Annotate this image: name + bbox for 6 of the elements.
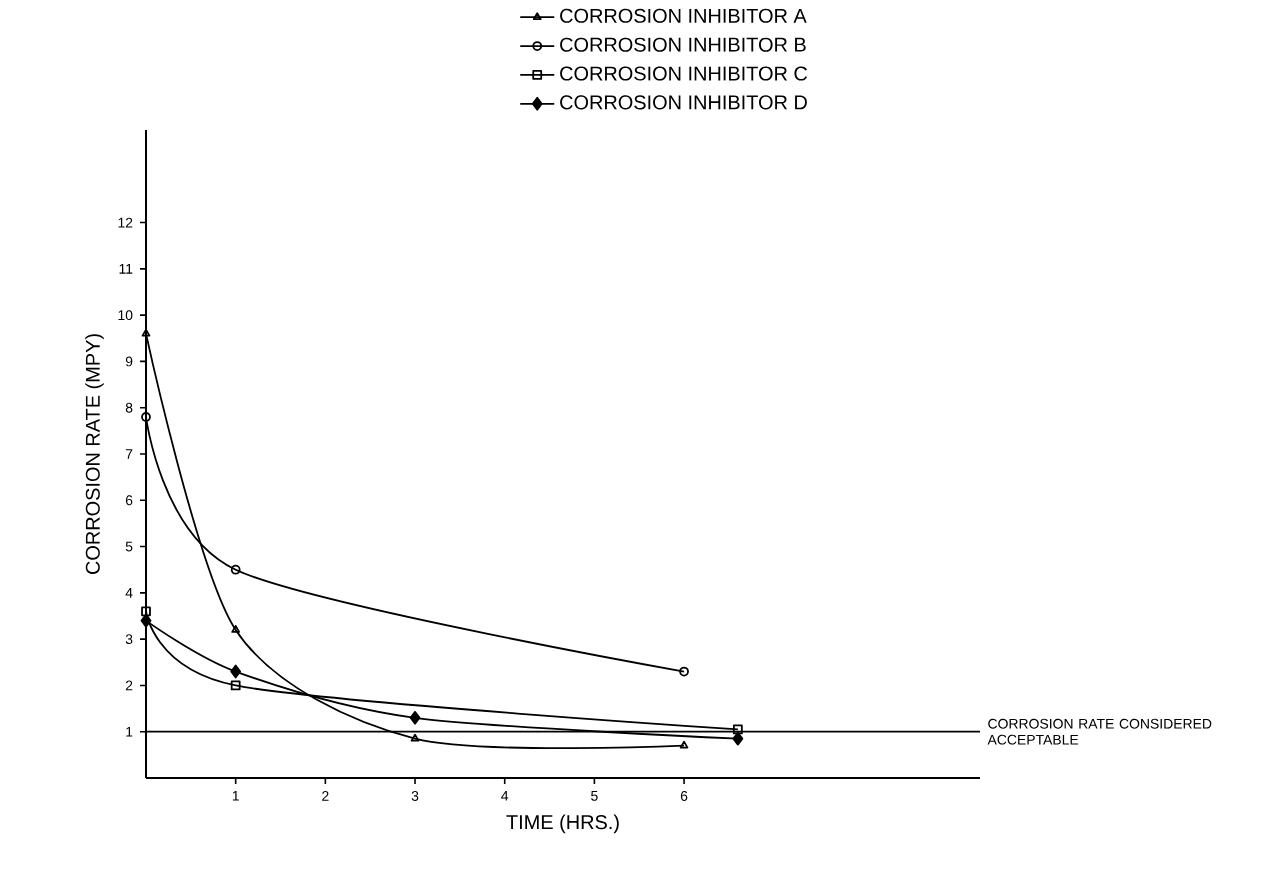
- legend-label: CORROSION INHIBITOR A: [560, 8, 807, 23]
- legend-label: CORROSION INHIBITOR B: [560, 37, 806, 52]
- x-axis-title: TIME (HRS.): [506, 814, 619, 834]
- legend-label: CORROSION INHIBITOR C: [560, 66, 808, 81]
- legend-label: CORROSION INHIBITOR D: [560, 95, 807, 110]
- y-axis-title: CORROSION RATE (MPY): [85, 334, 104, 575]
